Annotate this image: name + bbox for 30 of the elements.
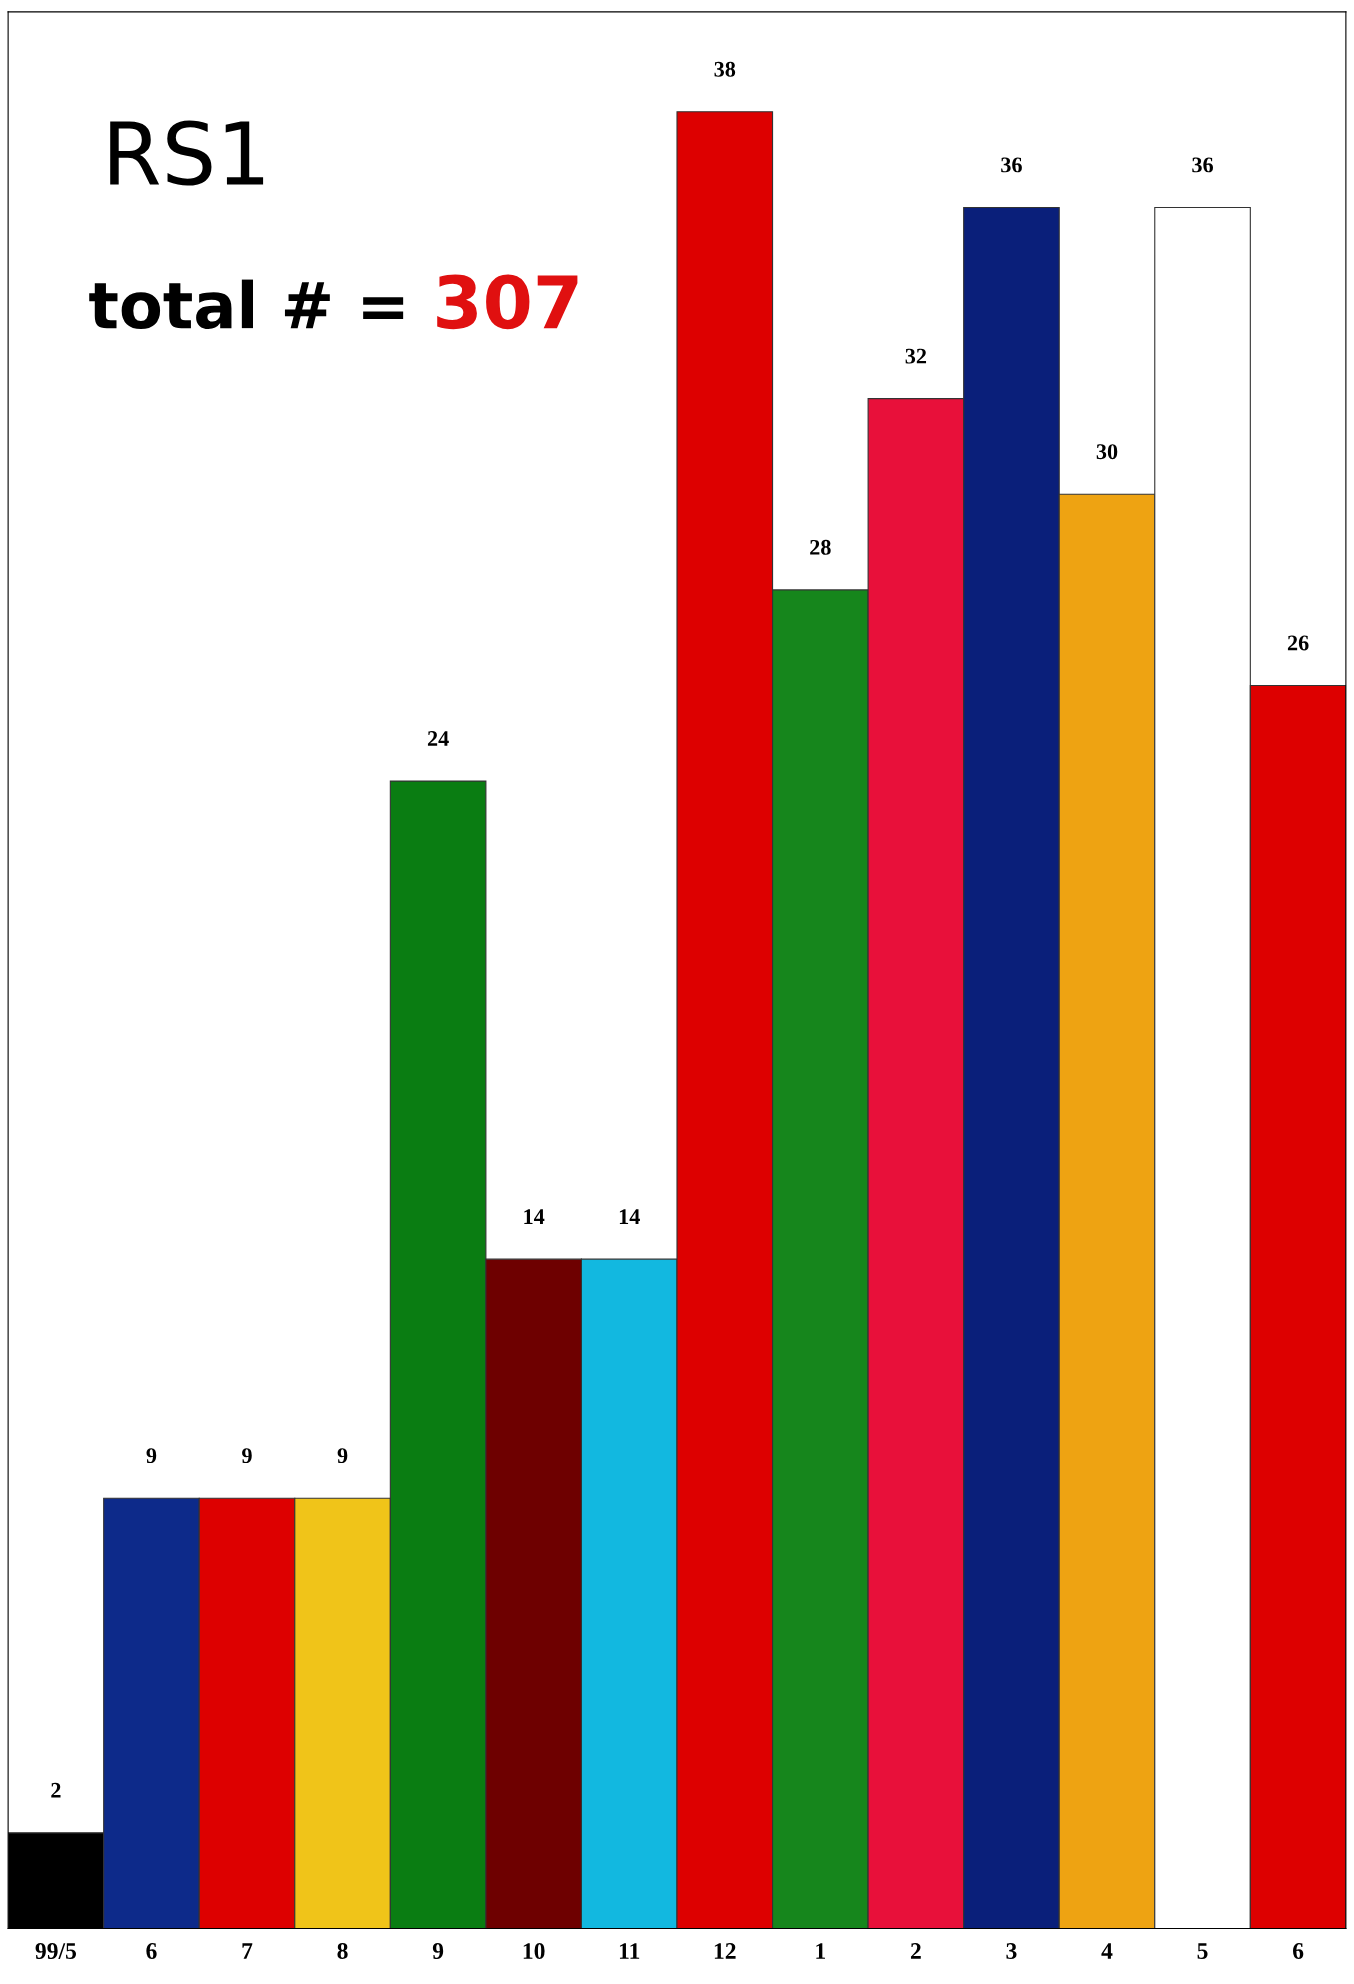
data-label: 36: [1001, 157, 1022, 173]
data-label: 9: [146, 1448, 157, 1464]
x-tick-label: 7: [242, 1943, 253, 1959]
x-tick-label: 10: [523, 1943, 545, 1959]
data-label: 9: [242, 1448, 252, 1464]
x-tick-label: 6: [1293, 1943, 1304, 1959]
x-tick-label: 3: [1006, 1943, 1017, 1959]
data-label: 36: [1192, 157, 1214, 173]
data-label: 26: [1287, 635, 1309, 651]
x-tick-label: 8: [337, 1943, 348, 1959]
annotation: total # = 307: [89, 274, 578, 330]
x-tick-label: 1: [816, 1943, 826, 1959]
data-label: 14: [524, 1209, 545, 1224]
x-tick-label: 5: [1197, 1943, 1208, 1959]
x-tick-label: 12: [714, 1943, 736, 1959]
chart-title: RS1: [110, 120, 264, 186]
data-label: 14: [619, 1209, 640, 1224]
data-label: 32: [905, 348, 927, 364]
data-label: 9: [337, 1448, 348, 1464]
x-tick-label: 99/5: [35, 1943, 77, 1959]
x-tick-label: 2: [910, 1943, 921, 1959]
data-label: 28: [810, 539, 831, 555]
x-tick-label: 4: [1101, 1943, 1113, 1959]
x-tick-label: 6: [146, 1943, 157, 1959]
data-label: 30: [1096, 444, 1118, 460]
x-tick-label: 11: [619, 1943, 640, 1959]
x-tick-label: 9: [432, 1943, 444, 1959]
data-label: 2: [51, 1782, 61, 1798]
data-label: 24: [427, 731, 449, 746]
data-label: 38: [714, 61, 736, 77]
